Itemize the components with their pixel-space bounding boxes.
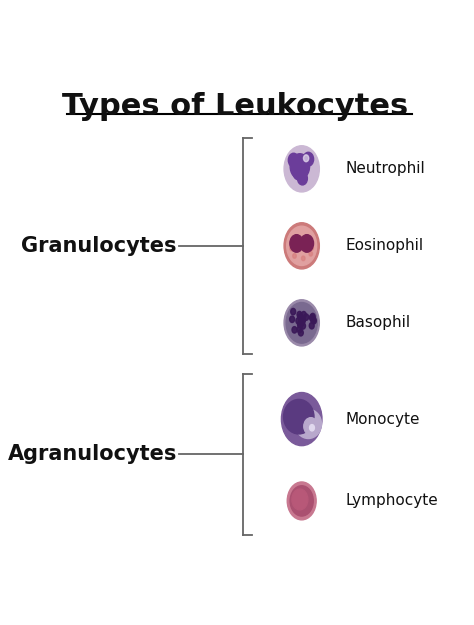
Circle shape xyxy=(291,308,296,315)
Circle shape xyxy=(284,300,319,346)
Text: Lymphocyte: Lymphocyte xyxy=(346,493,438,508)
Ellipse shape xyxy=(283,399,314,434)
Circle shape xyxy=(282,392,322,446)
Circle shape xyxy=(304,314,309,321)
Circle shape xyxy=(303,155,309,162)
Circle shape xyxy=(287,482,316,520)
Circle shape xyxy=(310,313,315,320)
Ellipse shape xyxy=(295,409,321,439)
Circle shape xyxy=(310,314,314,321)
Circle shape xyxy=(310,316,315,323)
Circle shape xyxy=(298,321,302,328)
Circle shape xyxy=(290,246,293,251)
Circle shape xyxy=(296,318,301,324)
Text: Eosinophil: Eosinophil xyxy=(346,238,424,253)
Circle shape xyxy=(301,322,306,329)
Circle shape xyxy=(310,246,313,250)
Circle shape xyxy=(290,234,303,253)
Circle shape xyxy=(304,239,308,244)
Circle shape xyxy=(301,318,305,324)
Circle shape xyxy=(286,302,317,343)
Circle shape xyxy=(300,317,305,323)
Circle shape xyxy=(290,316,294,322)
Text: Neutrophil: Neutrophil xyxy=(346,161,426,176)
Circle shape xyxy=(293,168,302,179)
Circle shape xyxy=(290,154,310,179)
Circle shape xyxy=(298,172,307,185)
Text: Monocyte: Monocyte xyxy=(346,412,420,427)
Circle shape xyxy=(299,318,304,324)
Circle shape xyxy=(292,489,308,510)
Circle shape xyxy=(298,329,303,336)
Circle shape xyxy=(287,226,317,266)
Circle shape xyxy=(311,318,316,324)
Circle shape xyxy=(290,486,313,516)
Circle shape xyxy=(300,234,313,253)
Circle shape xyxy=(299,320,304,326)
Circle shape xyxy=(303,152,314,166)
Circle shape xyxy=(288,153,299,167)
Circle shape xyxy=(284,146,319,192)
Circle shape xyxy=(309,251,312,256)
Circle shape xyxy=(292,327,297,333)
Circle shape xyxy=(309,322,314,329)
Circle shape xyxy=(310,424,314,431)
Text: Basophil: Basophil xyxy=(346,316,411,331)
Circle shape xyxy=(297,326,302,332)
Ellipse shape xyxy=(304,418,318,435)
Circle shape xyxy=(298,321,303,328)
Text: Agranulocytes: Agranulocytes xyxy=(8,444,177,464)
Ellipse shape xyxy=(299,241,304,246)
Circle shape xyxy=(298,314,303,320)
Circle shape xyxy=(284,222,319,269)
Text: Types of Leukocytes: Types of Leukocytes xyxy=(63,92,409,121)
Circle shape xyxy=(301,311,306,318)
Circle shape xyxy=(297,311,302,318)
Circle shape xyxy=(295,239,299,244)
Circle shape xyxy=(301,256,305,261)
Circle shape xyxy=(293,254,296,258)
Text: Granulocytes: Granulocytes xyxy=(21,236,177,256)
